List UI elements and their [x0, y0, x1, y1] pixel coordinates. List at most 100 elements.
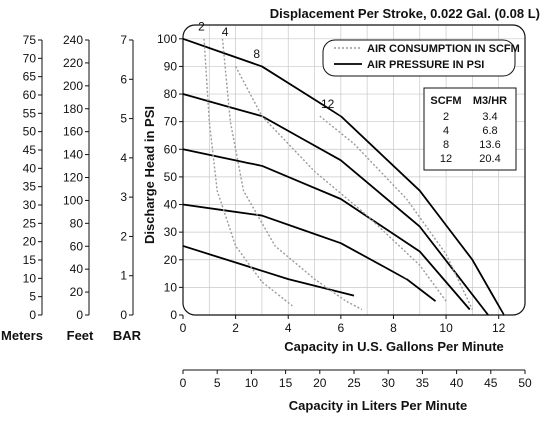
side-tick-label: 25 [23, 216, 37, 230]
side-tick-label: 120 [63, 171, 83, 185]
legend-label: AIR PRESSURE IN PSI [367, 59, 484, 71]
x-tick-label: 0 [180, 321, 187, 335]
side-tick-label: 20 [23, 235, 37, 249]
side-tick-label: 40 [70, 262, 84, 276]
side-tick-label: 200 [63, 79, 83, 93]
side-tick-label: 50 [23, 125, 37, 139]
side-scale-label: Meters [1, 328, 43, 343]
x2-tick-label: 35 [416, 376, 430, 390]
side-tick-label: 10 [23, 271, 37, 285]
air-consumption-curve [221, 38, 363, 311]
legend-box [322, 39, 516, 77]
x2-tick-label: 20 [313, 376, 327, 390]
x2-tick-label: 15 [279, 376, 293, 390]
table-header: M3/HR [473, 95, 507, 107]
side-tick-label: 15 [23, 253, 37, 267]
air-pressure-curve [182, 203, 437, 302]
air-consumption-curve [203, 38, 294, 308]
y-axis-label: Discharge Head in PSI [142, 106, 157, 244]
x2-tick-label: 40 [450, 376, 464, 390]
side-scales: 051015202530354045505560657075Meters0204… [1, 33, 142, 343]
chart-title: Displacement Per Stroke, 0.022 Gal. (0.0… [270, 6, 540, 21]
y-tick-label: 20 [164, 253, 178, 267]
side-tick-label: 7 [120, 33, 127, 47]
side-tick-label: 5 [120, 112, 127, 126]
side-tick-label: 60 [23, 88, 37, 102]
x2-tick-label: 30 [382, 376, 396, 390]
table-cell: 13.6 [479, 139, 500, 151]
y-tick-label: 30 [164, 225, 178, 239]
air-pressure-curve [182, 93, 489, 316]
table-cell: 20.4 [479, 153, 500, 165]
side-tick-label: 20 [70, 285, 84, 299]
x2-axis-label: Capacity in Liters Per Minute [289, 398, 467, 413]
plot-frame [182, 24, 526, 316]
legend: AIR CONSUMPTION IN SCFM AIR PRESSURE IN P… [322, 39, 520, 77]
side-tick-label: 180 [63, 102, 83, 116]
side-tick-label: 45 [23, 143, 37, 157]
table-box [423, 87, 517, 171]
y-tick-label: 100 [157, 32, 177, 46]
y-tick-label: 80 [164, 87, 178, 101]
side-tick-label: 60 [70, 239, 84, 253]
side-tick-label: 160 [63, 125, 83, 139]
x-tick-label: 12 [492, 321, 506, 335]
y-tick-label: 60 [164, 142, 178, 156]
air-consumption-curve [319, 115, 474, 310]
scfm-curve-label: 4 [222, 25, 229, 39]
x2-tick-label: 5 [214, 376, 221, 390]
x2-tick-label: 45 [484, 376, 498, 390]
y-tick-label: 10 [164, 280, 178, 294]
side-scale-label: Feet [67, 328, 94, 343]
side-tick-label: 2 [120, 229, 127, 243]
scfm-curve-label: 12 [321, 97, 335, 111]
table-header: SCFM [430, 95, 461, 107]
side-tick-label: 70 [23, 51, 37, 65]
scfm-curve-label: 2 [198, 20, 205, 34]
x-tick-label: 6 [338, 321, 345, 335]
side-tick-label: 80 [70, 216, 84, 230]
side-tick-label: 55 [23, 106, 37, 120]
side-tick-label: 0 [120, 308, 127, 322]
side-tick-label: 65 [23, 70, 37, 84]
side-tick-label: 0 [29, 308, 36, 322]
side-tick-label: 140 [63, 148, 83, 162]
table-cell: 2 [443, 111, 449, 123]
scfm-table: SCFM M3/HR 2 3.4 4 6.8 8 13.6 12 20.4 [423, 87, 517, 171]
air-pressure-curve [182, 148, 471, 311]
x2-tick-label: 10 [245, 376, 259, 390]
side-tick-label: 75 [23, 33, 37, 47]
liters-axis: 0 5 10 15 20 25 30 35 40 45 50 [180, 369, 532, 390]
side-tick-label: 40 [23, 161, 37, 175]
table-cell: 4 [443, 125, 449, 137]
side-tick-label: 5 [29, 290, 36, 304]
legend-label: AIR CONSUMPTION IN SCFM [367, 43, 520, 55]
air-pressure-curve [182, 37, 505, 316]
x2-tick-label: 25 [347, 376, 361, 390]
side-tick-label: 35 [23, 180, 37, 194]
side-tick-label: 0 [76, 308, 83, 322]
x2-tick-label: 0 [180, 376, 187, 390]
table-cell: 8 [443, 139, 449, 151]
side-tick-label: 220 [63, 56, 83, 70]
y-tick-label: 0 [170, 308, 177, 322]
side-tick-label: 240 [63, 33, 83, 47]
side-tick-label: 30 [23, 198, 37, 212]
x-tick-label: 2 [232, 321, 239, 335]
scfm-curve-label: 8 [253, 47, 260, 61]
y-tick-label: 90 [164, 59, 178, 73]
y-tick-label: 40 [164, 198, 178, 212]
table-cell: 6.8 [482, 125, 497, 137]
y-tick-label: 50 [164, 170, 178, 184]
side-scale-label: BAR [113, 328, 142, 343]
side-tick-label: 4 [120, 151, 127, 165]
table-cell: 12 [440, 153, 452, 165]
x-axis-label: Capacity in U.S. Gallons Per Minute [284, 339, 504, 354]
side-tick-label: 6 [120, 72, 127, 86]
side-tick-label: 1 [120, 269, 127, 283]
side-tick-label: 100 [63, 193, 83, 207]
air-consumption-curve [234, 66, 447, 302]
side-tick-label: 3 [120, 190, 127, 204]
x-tick-label: 10 [439, 321, 453, 335]
